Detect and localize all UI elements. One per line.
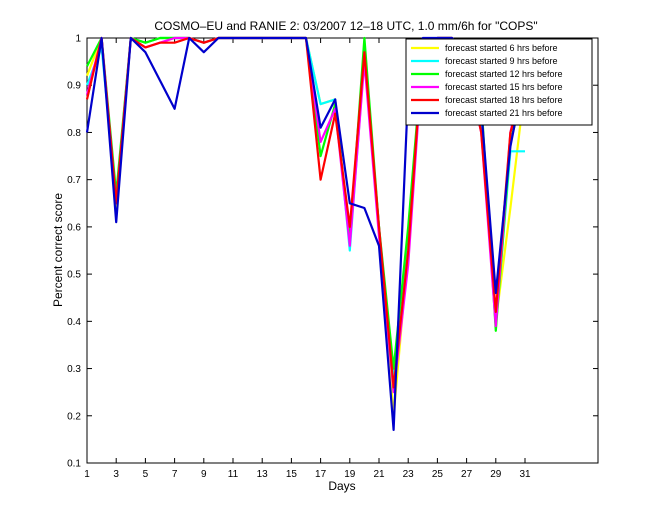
x-tick-label: 23: [403, 469, 415, 480]
legend-entry: forecast started 15 hrs before: [445, 82, 563, 92]
legend-entry: forecast started 18 hrs before: [445, 95, 563, 105]
x-tick-label: 11: [228, 469, 239, 480]
x-tick-label: 29: [490, 469, 502, 480]
x-tick-label: 31: [519, 469, 531, 480]
y-tick-label: 0.7: [67, 175, 81, 186]
y-tick-label: 0.9: [67, 81, 81, 92]
x-tick-label: 17: [315, 469, 327, 480]
x-tick-label: 25: [432, 469, 444, 480]
y-axis: 0.1 0.2 0.3 0.4 0.5 0.6 0.7 0.8 0.9 1: [67, 34, 598, 470]
chart-title: COSMO–EU and RANIE 2: 03/2007 12–18 UTC,…: [154, 19, 537, 33]
x-tick-label: 13: [257, 469, 269, 480]
y-tick-label: 0.2: [67, 411, 81, 422]
x-tick-label: 5: [143, 469, 149, 480]
legend-entry: forecast started 9 hrs before: [445, 56, 558, 66]
legend-box: [405, 38, 593, 126]
x-tick-label: 21: [373, 469, 385, 480]
y-tick-label: 0.3: [67, 364, 81, 375]
y-tick-label: 0.8: [67, 128, 81, 139]
y-tick-label: 0.6: [67, 222, 81, 233]
legend-entry: forecast started 21 hrs before: [445, 108, 563, 118]
x-tick-label: 1: [84, 469, 90, 480]
x-tick-label: 7: [172, 469, 178, 480]
y-axis-label: Percent correct score: [51, 193, 65, 307]
x-tick-label: 3: [113, 469, 119, 480]
x-tick-label: 9: [201, 469, 207, 480]
y-tick-label: 0.5: [67, 270, 81, 281]
x-tick-label: 15: [286, 469, 298, 480]
x-tick-label: 19: [344, 469, 356, 480]
y-tick-label: 0.4: [67, 317, 81, 328]
x-axis-label: Days: [328, 479, 355, 493]
y-tick-label: 0.1: [67, 459, 81, 470]
y-tick-label: 1: [75, 34, 81, 45]
legend-entry: forecast started 6 hrs before: [445, 43, 558, 53]
x-tick-label: 27: [461, 469, 473, 480]
legend: forecast started 6 hrs before forecast st…: [405, 38, 593, 126]
legend-entry: forecast started 12 hrs before: [445, 69, 563, 79]
